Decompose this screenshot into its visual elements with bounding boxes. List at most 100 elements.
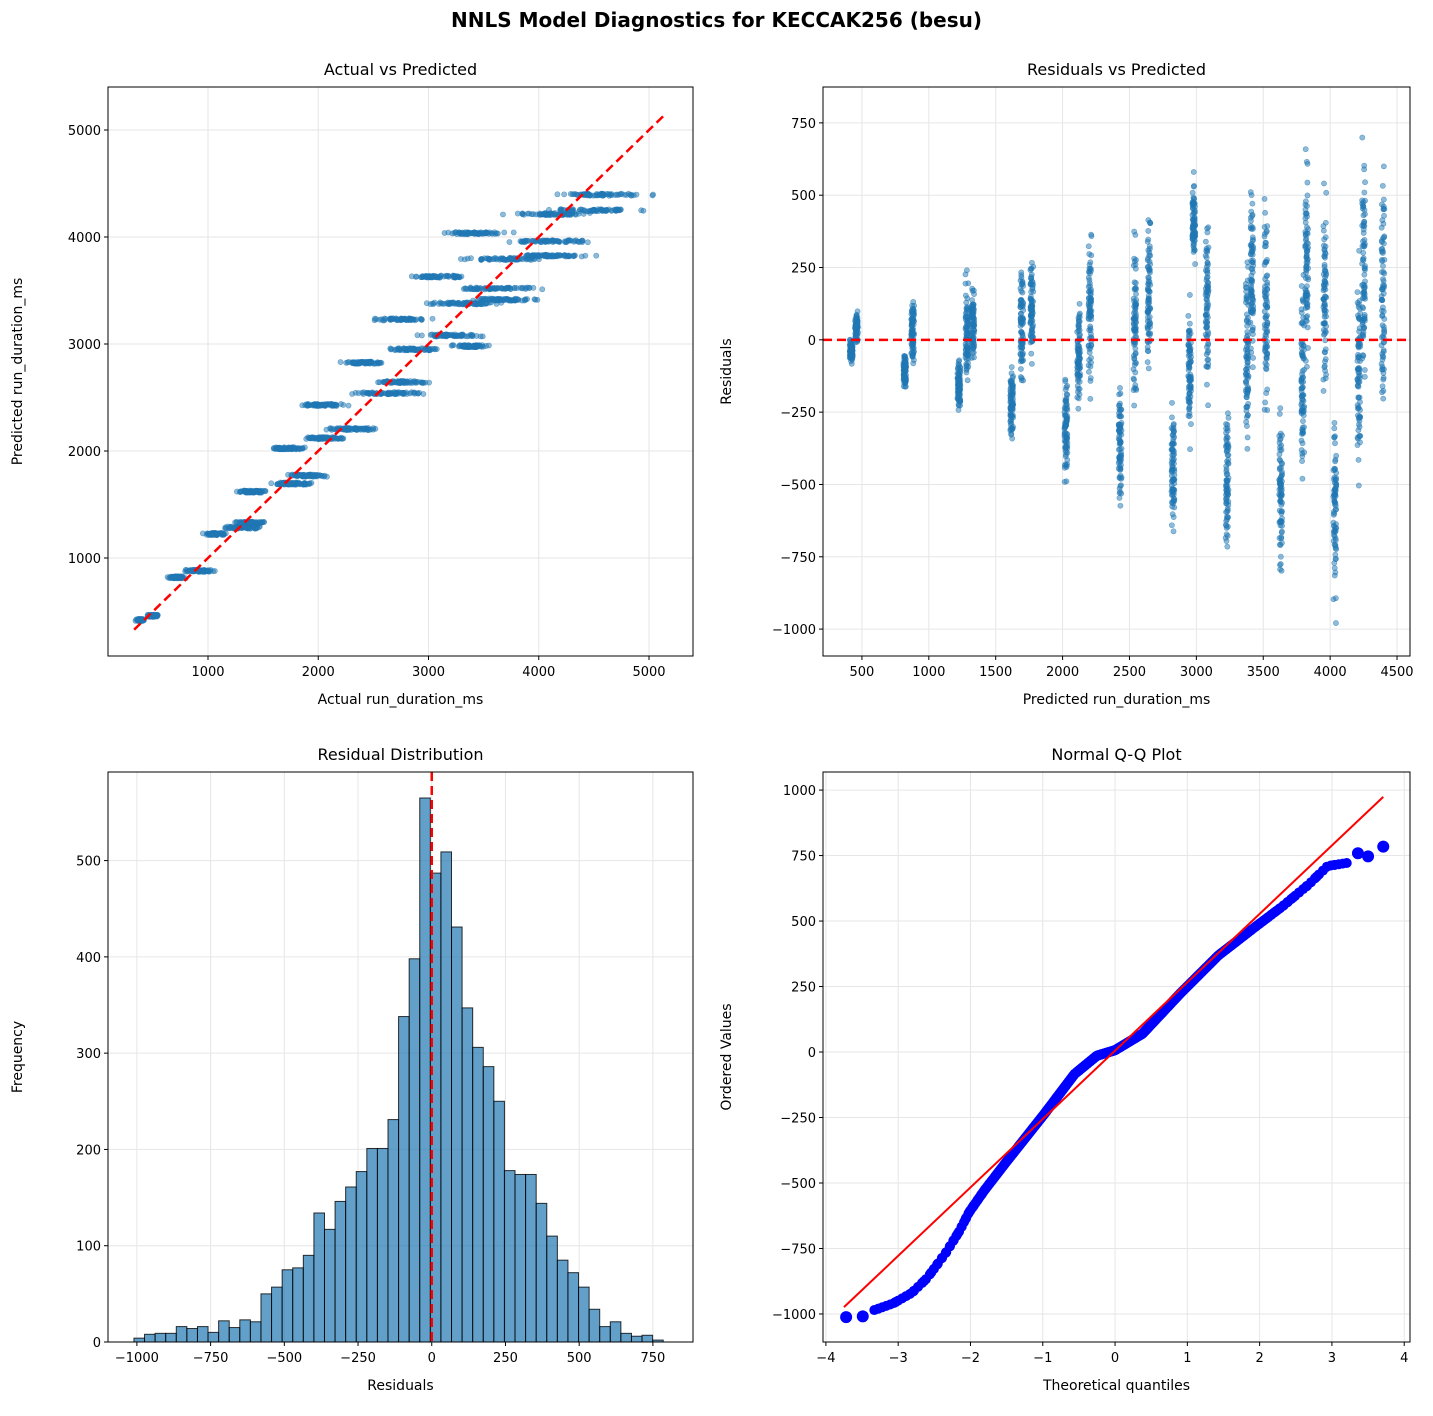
scatter-point — [1262, 283, 1268, 290]
scatter-point — [1379, 201, 1385, 208]
scatter-point — [1062, 378, 1069, 385]
scatter-point — [1380, 220, 1387, 227]
scatter-point — [1086, 261, 1093, 268]
scatter-point — [1116, 485, 1123, 492]
scatter-point — [1027, 304, 1034, 310]
scatter-point — [567, 191, 574, 197]
scatter-point — [1299, 450, 1306, 457]
scatter-point — [315, 472, 322, 479]
scatter-point — [1331, 434, 1337, 441]
scatter-point — [1171, 496, 1178, 503]
scatter-point — [605, 191, 612, 198]
scatter-point — [1359, 282, 1366, 288]
scatter-point — [1186, 399, 1193, 406]
histogram-bar — [588, 1308, 601, 1343]
scatter-point — [1187, 446, 1193, 453]
scatter-point — [855, 329, 861, 336]
scatter-point — [1355, 366, 1362, 373]
scatter-point — [1331, 541, 1338, 548]
scatter-point — [1243, 299, 1249, 306]
histogram-bar — [260, 1293, 273, 1343]
scatter-point — [1243, 371, 1249, 378]
histogram-bar — [630, 1335, 643, 1343]
scatter-point — [1225, 443, 1232, 450]
scatter-point — [561, 191, 568, 198]
scatter-point — [397, 317, 404, 323]
scatter-point — [594, 191, 601, 198]
scatter-point — [1191, 241, 1197, 248]
histogram-bar — [239, 1319, 251, 1343]
histogram-bar — [451, 926, 463, 1343]
scatter-point — [968, 354, 975, 361]
scatter-point — [1276, 456, 1283, 463]
scatter-point — [1277, 482, 1284, 489]
scatter-point — [1276, 465, 1283, 471]
scatter-point — [1020, 377, 1026, 384]
scatter-point — [1007, 385, 1014, 392]
histogram-bar — [144, 1333, 156, 1343]
scatter-point — [1087, 298, 1094, 305]
scatter-point — [1263, 390, 1270, 396]
y-tick-label: 4000 — [68, 231, 101, 246]
plot-area — [132, 113, 667, 631]
scatter-point — [1362, 266, 1368, 273]
scatter-point — [1359, 332, 1366, 339]
scatter-point — [964, 332, 971, 339]
scatter-point — [351, 359, 358, 366]
scatter-point — [305, 434, 311, 441]
scatter-point — [1304, 300, 1311, 307]
scatter-point — [1132, 326, 1139, 333]
scatter-point — [1264, 329, 1271, 335]
scatter-point — [316, 436, 322, 443]
scatter-point — [291, 445, 298, 452]
scatter-point — [962, 316, 969, 323]
scatter-point — [1087, 395, 1094, 402]
scatter-point — [281, 445, 288, 452]
scatter-point — [1357, 414, 1364, 421]
scatter-point — [1189, 231, 1196, 238]
x-tick-label: 2000 — [302, 665, 335, 680]
scatter-point — [1074, 367, 1081, 374]
scatter-point — [1331, 510, 1338, 517]
scatter-point — [521, 297, 528, 304]
scatter-point — [333, 403, 340, 409]
scatter-point — [1262, 399, 1269, 406]
panel-title: Residual Distribution — [318, 745, 484, 764]
scatter-point — [510, 229, 517, 236]
scatter-point — [1116, 495, 1123, 501]
scatter-point — [1262, 209, 1268, 216]
scatter-point — [368, 389, 375, 396]
scatter-point — [909, 353, 916, 360]
scatter-point — [1029, 329, 1035, 336]
scatter-point — [1303, 253, 1310, 260]
scatter-point — [1205, 361, 1212, 367]
scatter-point — [1018, 269, 1025, 276]
scatter-point — [445, 229, 452, 236]
scatter-point — [1263, 365, 1269, 372]
scatter-point — [1223, 468, 1230, 475]
scatter-point — [1118, 462, 1124, 468]
scatter-point — [1223, 509, 1229, 515]
scatter-point — [1264, 299, 1270, 306]
scatter-point — [390, 315, 397, 322]
scatter-point — [1170, 477, 1177, 484]
x-tick-label: 1000 — [912, 665, 945, 680]
scatter-point — [909, 317, 916, 324]
scatter-point — [482, 230, 489, 237]
histogram-bar — [376, 1147, 389, 1343]
histogram-bar — [281, 1269, 294, 1343]
scatter-point — [168, 574, 175, 581]
scatter-point — [393, 391, 400, 397]
scatter-point — [539, 286, 546, 293]
y-tick-label: −750 — [780, 551, 816, 566]
scatter-point — [456, 299, 462, 306]
scatter-point — [546, 206, 552, 213]
scatter-point — [1362, 179, 1368, 186]
scatter-point — [514, 210, 521, 217]
scatter-point — [1132, 280, 1139, 286]
scatter-point — [1009, 426, 1016, 433]
scatter-point — [1063, 438, 1069, 445]
scatter-point — [344, 359, 351, 366]
scatter-point — [1075, 317, 1082, 323]
scatter-point — [1169, 414, 1175, 421]
